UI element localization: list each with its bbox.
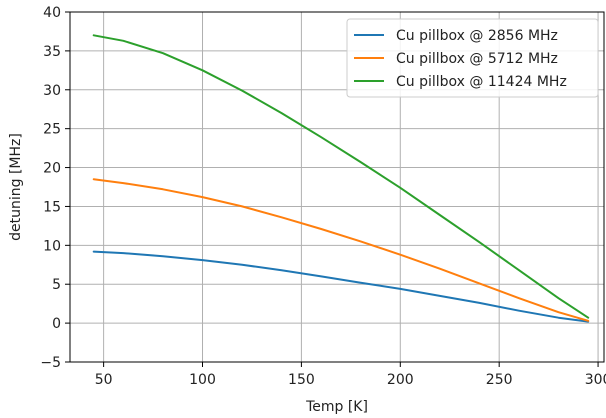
y-tick-label: 20 bbox=[43, 161, 61, 177]
y-tick-label: 15 bbox=[43, 199, 61, 215]
y-tick-label: 40 bbox=[43, 5, 61, 21]
legend-label-0: Cu pillbox @ 2856 MHz bbox=[396, 28, 558, 44]
axis-ticks: 50 100 150 200 250 300 −5 0 5 10 15 20 25 30 35 40 bbox=[40, 5, 606, 388]
plot-frame bbox=[69, 11, 605, 363]
x-tick-label: 300 bbox=[585, 372, 606, 388]
y-axis-label: detuning [MHz] bbox=[8, 133, 24, 241]
x-tick-label: 100 bbox=[189, 372, 216, 388]
series-lines bbox=[92, 34, 590, 323]
y-tick-label: 35 bbox=[43, 44, 61, 60]
legend: Cu pillbox @ 2856 MHz Cu pillbox @ 5712 M… bbox=[346, 18, 599, 98]
y-tick-label: 0 bbox=[52, 316, 61, 332]
legend-box bbox=[346, 18, 599, 98]
series-line-0 bbox=[92, 250, 590, 323]
y-tick-label: 10 bbox=[43, 238, 61, 254]
x-tick-label: 250 bbox=[486, 372, 513, 388]
series-line-1 bbox=[92, 178, 590, 322]
y-tick-label: 25 bbox=[43, 122, 61, 138]
x-tick-label: 50 bbox=[95, 372, 113, 388]
series-line-2 bbox=[92, 34, 590, 319]
legend-label-1: Cu pillbox @ 5712 MHz bbox=[396, 51, 558, 67]
y-tick-label: 30 bbox=[43, 83, 61, 99]
x-tick-label: 200 bbox=[387, 372, 414, 388]
y-tick-label: −5 bbox=[40, 355, 61, 371]
legend-label-2: Cu pillbox @ 11424 MHz bbox=[396, 74, 567, 90]
y-tick-label: 5 bbox=[52, 277, 61, 293]
x-tick-label: 150 bbox=[288, 372, 315, 388]
x-axis-label: Temp [K] bbox=[305, 399, 368, 415]
